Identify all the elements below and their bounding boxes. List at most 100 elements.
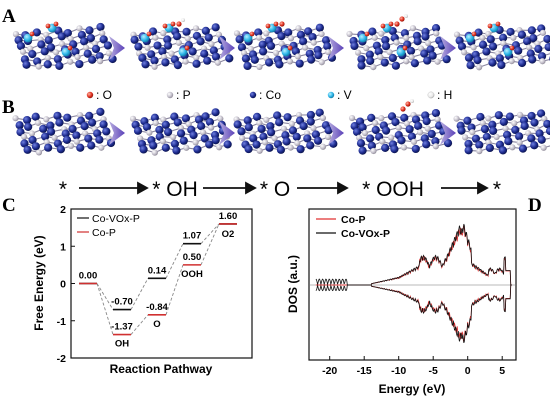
phosphorus-atom: [262, 139, 269, 146]
cobalt-atom: [211, 52, 221, 61]
cobalt-atom: [367, 141, 377, 150]
cobalt-atom: [357, 61, 366, 70]
cobalt-atom: [71, 47, 80, 56]
cobalt-atom: [499, 117, 508, 127]
cobalt-atom: [545, 126, 550, 136]
cobalt-atom: [139, 145, 148, 154]
oxygen-atom: [162, 23, 168, 29]
oxygen-atom: [273, 21, 279, 27]
step-arrow-icon: [109, 36, 125, 60]
legend-label-co-p: Co-P: [341, 214, 366, 226]
phosphorus-atom: [151, 149, 158, 156]
cobalt-atom: [382, 126, 391, 135]
connector-line: [200, 223, 220, 244]
phosphorus-atom: [256, 63, 263, 71]
cobalt-atom: [103, 41, 113, 50]
cobalt-atom-icon: [249, 91, 257, 99]
cobalt-atom: [130, 35, 139, 44]
phosphorus-atom: [493, 133, 500, 141]
cobalt-atom: [488, 120, 497, 129]
y-axis-label: Free Energy (eV): [32, 235, 46, 330]
cobalt-atom: [471, 134, 481, 143]
step-arrow-icon: [219, 121, 235, 145]
cobalt-atom: [276, 145, 286, 154]
step-arrows: [109, 36, 456, 145]
cobalt-atom: [243, 116, 252, 125]
cobalt-atom: [391, 117, 400, 127]
cobalt-atom: [411, 144, 420, 154]
x-tick-label: -5: [429, 365, 438, 377]
cobalt-atom: [33, 57, 42, 66]
phosphorus-atom: [377, 54, 384, 61]
cobalt-atom: [457, 42, 467, 51]
cobalt-atom: [225, 54, 234, 63]
adsorbed-oxygen: [279, 21, 285, 27]
cobalt-atom: [150, 113, 159, 122]
phosphorus-atom: [73, 138, 81, 145]
cobalt-atom: [96, 107, 105, 116]
phosphorus-atom: [508, 57, 515, 65]
cobalt-atom: [283, 113, 292, 122]
cobalt-atom: [534, 44, 543, 54]
cobalt-atom: [53, 55, 62, 64]
cobalt-atom: [62, 135, 72, 144]
cobalt-atom: [163, 41, 173, 50]
cobalt-atom: [350, 41, 359, 51]
plot-frame: [308, 208, 517, 361]
phosphorus-atom: [239, 135, 246, 142]
cobalt-atom: [527, 134, 536, 143]
connector-line: [130, 314, 149, 335]
cobalt-atom: [530, 141, 539, 150]
cobalt-atom: [163, 127, 173, 137]
cobalt-atom: [161, 143, 170, 152]
panel-label-c: C: [2, 195, 16, 216]
vanadium-atom-icon: [327, 91, 335, 99]
cobalt-atom: [254, 28, 263, 37]
phosphorus-atom: [370, 147, 377, 155]
phosphorus-atom: [434, 116, 441, 123]
energy-value-label: -1.37: [111, 322, 133, 333]
phosphorus-atom: [539, 29, 547, 36]
cobalt-atom: [381, 42, 391, 51]
pathway-arrow: [79, 181, 149, 195]
cobalt-atom: [397, 136, 406, 145]
phosphorus-atom: [175, 39, 182, 46]
cobalt-atom: [85, 26, 94, 35]
cobalt-atom: [40, 47, 49, 56]
cobalt-atom: [281, 131, 290, 140]
phosphorus-atom: [295, 111, 303, 119]
phosphorus-atom: [160, 30, 167, 37]
phosphorus-atom: [184, 35, 191, 42]
legend-cobalt-label: : Co: [259, 88, 281, 102]
cobalt-atom: [75, 59, 84, 69]
legend-hydrogen-label: : H: [437, 88, 452, 102]
cobalt-atom: [495, 54, 504, 63]
cobalt-atom: [87, 141, 96, 150]
phosphorus-atom: [272, 49, 280, 57]
cobalt-atom: [474, 28, 483, 37]
phosphorus-atom: [52, 49, 60, 56]
phosphorus-atom: [233, 30, 241, 37]
dos-curve-spin-down: [315, 284, 512, 343]
cobalt-atom: [482, 132, 491, 141]
cobalt-atom: [46, 127, 56, 136]
phosphorus-atom: [469, 129, 476, 136]
cobalt-atom: [244, 123, 253, 132]
step-arrow-icon: [440, 121, 456, 145]
cobalt-atom: [205, 140, 214, 149]
vanadium-atom: [140, 33, 150, 43]
cobalt-atom: [55, 61, 64, 70]
phosphorus-atom: [310, 39, 317, 46]
cobalt-atom: [252, 140, 261, 149]
cobalt-atom: [528, 55, 537, 64]
cobalt-atom: [413, 37, 422, 46]
connector-line: [130, 278, 149, 310]
step-arrow-icon: [328, 36, 344, 60]
cobalt-atom: [299, 121, 308, 131]
cobalt-atom: [161, 120, 170, 129]
cobalt-atom: [233, 120, 242, 129]
cobalt-atom: [258, 47, 268, 56]
phosphorus-atom: [280, 125, 288, 132]
cobalt-atom: [527, 111, 536, 121]
legend-phosphorus-label: : P: [176, 88, 191, 102]
